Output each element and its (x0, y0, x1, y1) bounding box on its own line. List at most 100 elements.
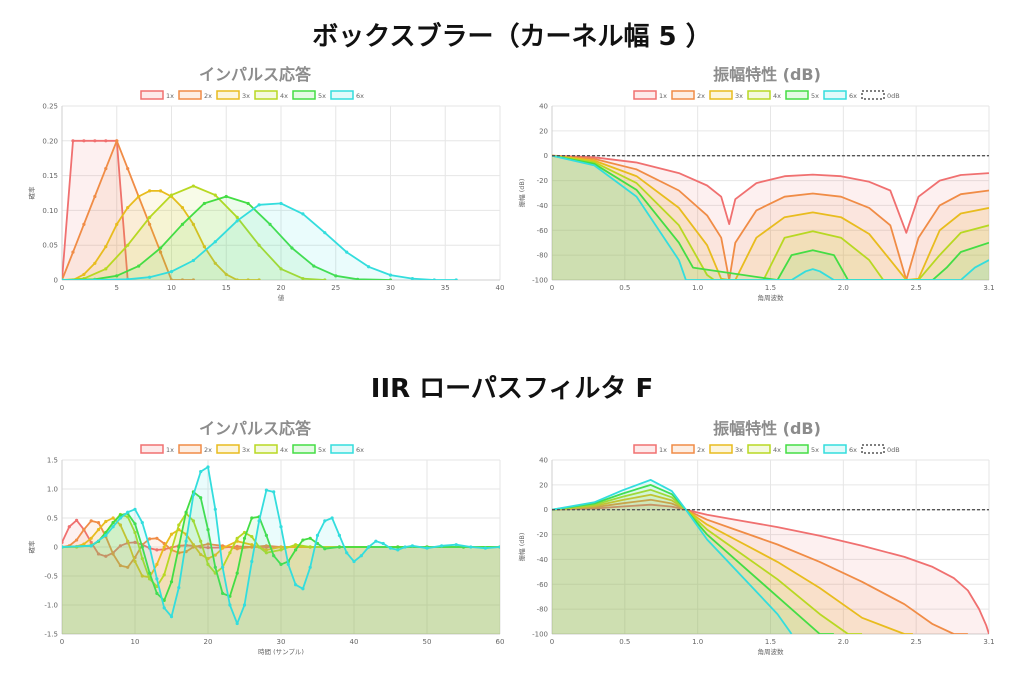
x-tick-label: 50 (423, 638, 432, 646)
y-tick-label: -0.5 (44, 573, 58, 581)
data-point-6x (483, 546, 487, 550)
y-tick-label: 0 (544, 506, 548, 514)
x-tick-label: 1.5 (765, 638, 776, 646)
data-point-6x (323, 519, 327, 523)
x-axis-label: 角周波数 (758, 293, 785, 302)
legend-label-2x: 2x (697, 92, 705, 100)
data-point-1x (155, 548, 159, 552)
data-point-3x (126, 206, 130, 210)
data-point-6x (133, 507, 137, 511)
y-tick-label: 20 (539, 127, 548, 135)
data-point-3x (82, 272, 86, 277)
data-point-6x (264, 488, 268, 492)
data-point-3x (89, 536, 93, 540)
y-tick-label: -60 (537, 581, 548, 589)
data-point-3x (213, 553, 217, 557)
data-point-3x (155, 562, 159, 566)
data-point-5x (301, 538, 305, 542)
y-tick-label: -60 (537, 227, 548, 235)
data-point-5x (221, 591, 225, 595)
legend-label-3x: 3x (735, 92, 743, 100)
data-point-2x (115, 139, 119, 143)
data-point-6x (330, 516, 334, 520)
data-point-6x (345, 250, 349, 254)
x-tick-label: 30 (277, 638, 286, 646)
data-point-6x (235, 219, 239, 223)
data-point-2x (82, 222, 86, 226)
data-point-1x (62, 540, 64, 544)
data-point-6x (403, 545, 407, 549)
x-tick-label: 0 (60, 284, 64, 292)
y-axis-label: 振幅 (dB) (517, 533, 526, 562)
data-point-5x (177, 545, 181, 549)
data-point-4x (191, 519, 195, 523)
data-point-4x (301, 277, 305, 280)
x-tick-label: 1.0 (692, 638, 703, 646)
chart-iir-impulse-response: インパルス応答 1x 2x 3x 4x 5x 6x 0 10 20 30 40 50 60 -1.5 -1.0… (27, 419, 504, 656)
data-point-5x (180, 222, 185, 226)
x-tick-label: 40 (350, 638, 359, 646)
data-point-5x (312, 264, 316, 268)
data-point-6x (126, 510, 130, 514)
data-point-4x (148, 577, 152, 581)
legend-label-2x: 2x (697, 446, 705, 454)
data-point-5x (279, 562, 283, 566)
data-point-6x (315, 533, 320, 537)
data-point-6x (199, 470, 203, 474)
data-point-5x (133, 522, 137, 526)
data-point-6x (367, 265, 371, 269)
data-point-4x (257, 545, 261, 549)
x-tick-label: 15 (222, 284, 231, 292)
data-point-6x (272, 490, 276, 494)
data-point-4x (308, 545, 312, 549)
data-point-5x (224, 194, 228, 199)
y-tick-label: -80 (537, 606, 548, 614)
chart-title: インパルス応答 (199, 419, 312, 438)
data-point-6x (140, 521, 144, 525)
y-tick-label: -1.5 (44, 631, 58, 639)
data-point-4x (323, 278, 327, 280)
legend-swatch-3x (709, 90, 733, 100)
data-point-3x (221, 546, 225, 550)
legend-label-6x: 6x (356, 446, 364, 454)
data-point-5x (140, 545, 144, 549)
x-tick-label: 2.0 (838, 284, 849, 292)
data-point-3x (224, 272, 228, 277)
data-point-5x (250, 516, 254, 520)
data-point-6x (191, 493, 195, 497)
data-point-5x (206, 528, 210, 532)
x-tick-label: 0 (550, 638, 554, 646)
data-point-4x (199, 539, 203, 543)
legend-swatch-4x (747, 90, 771, 100)
data-point-6x (308, 565, 312, 569)
data-point-5x (137, 264, 141, 268)
legend-swatch-4x (254, 90, 278, 100)
data-point-5x (115, 274, 119, 278)
data-point-4x (148, 215, 152, 219)
data-point-5x (235, 571, 239, 575)
data-point-6x (388, 273, 393, 277)
data-point-6x (250, 559, 254, 564)
x-tick-label: 3.1 (983, 638, 994, 646)
x-tick-label: 20 (204, 638, 213, 646)
x-tick-label: 2.5 (911, 284, 922, 292)
legend-label-0dB: 0dB (887, 92, 900, 100)
data-point-6x (155, 577, 159, 581)
series-fill-3x (62, 190, 260, 280)
data-point-6x (301, 212, 305, 216)
legend-swatch-4x (747, 444, 771, 454)
data-point-3x (115, 222, 119, 226)
data-point-6x (148, 275, 152, 279)
data-point-3x (257, 278, 261, 280)
legend-label-4x: 4x (280, 92, 288, 100)
data-point-4x (126, 243, 130, 247)
data-point-3x (235, 278, 239, 280)
data-point-6x (454, 278, 458, 280)
y-tick-label: 0.5 (47, 515, 58, 523)
data-point-6x (257, 203, 261, 207)
series-fill-1x (62, 140, 128, 280)
y-tick-label: -40 (537, 556, 548, 564)
data-point-1x (75, 518, 79, 522)
data-point-6x (410, 544, 414, 548)
data-point-5x (264, 533, 268, 537)
